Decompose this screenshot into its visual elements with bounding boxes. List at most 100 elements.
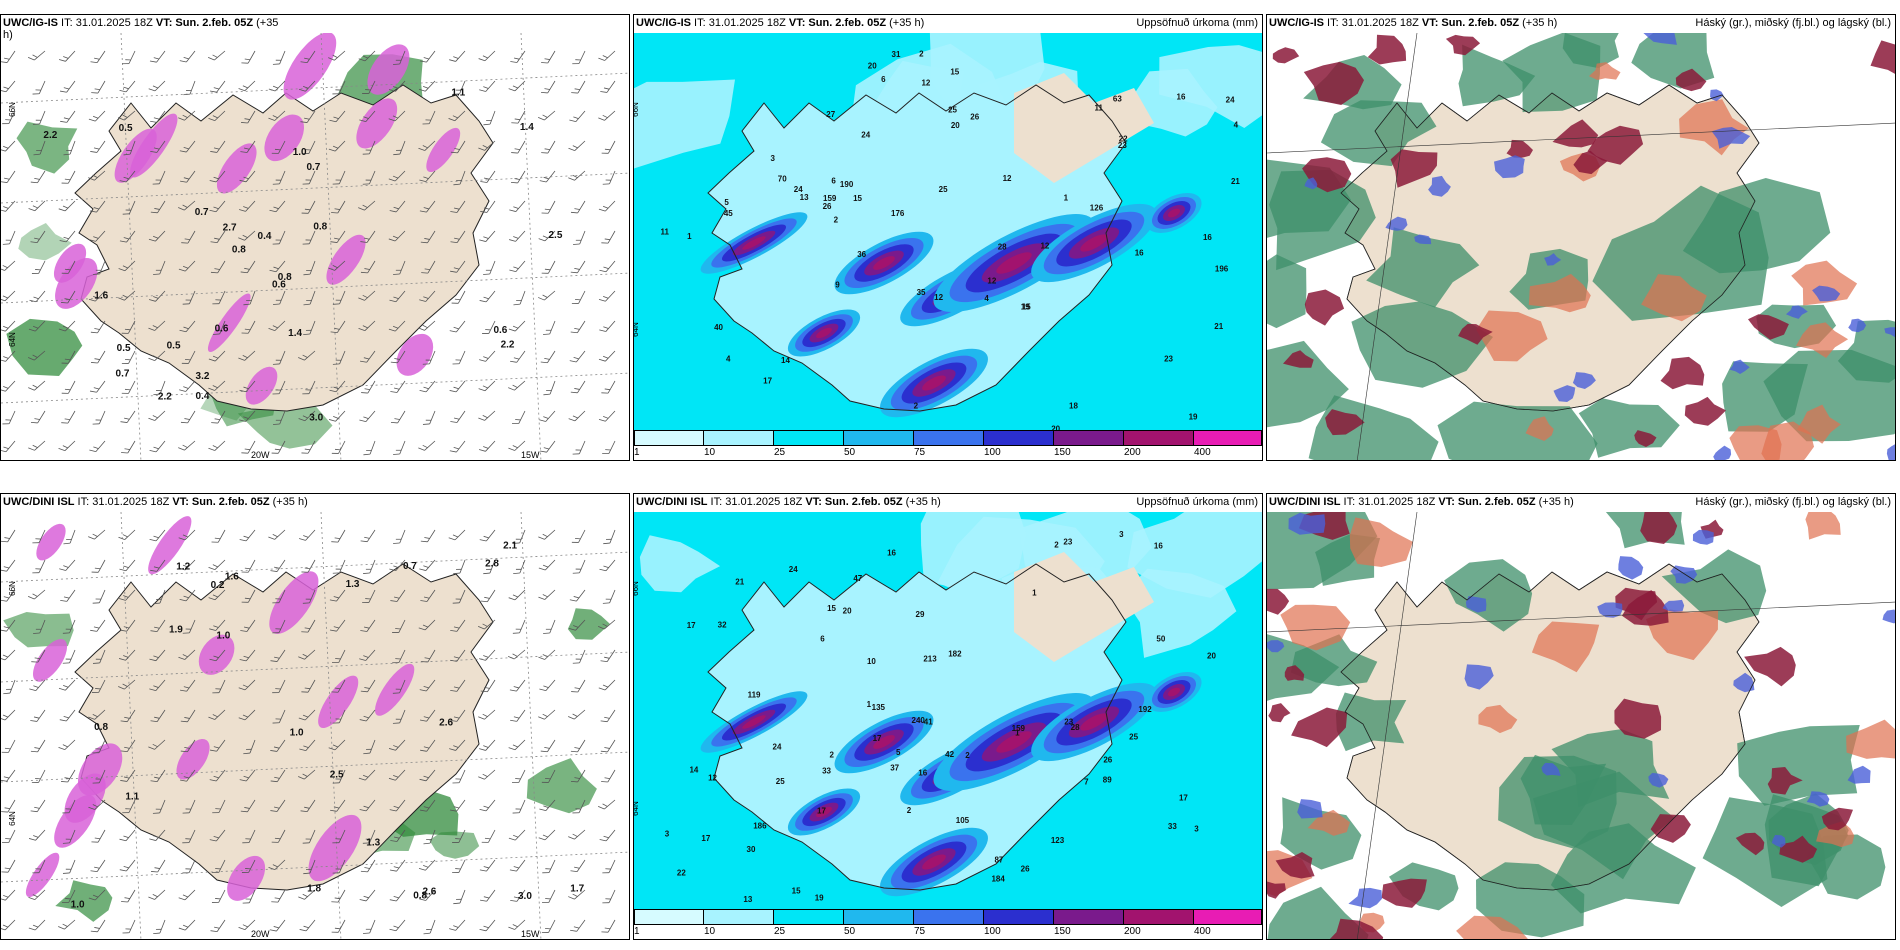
wind-barb xyxy=(178,919,196,931)
precip-value-label: 17 xyxy=(1179,794,1188,803)
wind-barb xyxy=(119,829,136,842)
snow-depth-label: 0.7 xyxy=(306,162,320,173)
precip-value-label: 35 xyxy=(917,288,926,297)
panel-title: UWC/IG-IS IT: 31.01.2025 18Z VT: Sun. 2.… xyxy=(636,17,924,29)
wind-barb xyxy=(148,739,166,750)
wind-barb xyxy=(3,679,16,695)
rain-area xyxy=(6,318,83,376)
wind-barb xyxy=(543,320,556,335)
snow-depth-label: 0.7 xyxy=(195,207,209,218)
wind-barb xyxy=(238,679,256,691)
wind-barb xyxy=(601,769,616,783)
wind-barb xyxy=(58,739,76,750)
precip-value-label: 2 xyxy=(907,806,912,815)
wind-barb xyxy=(483,110,496,126)
wind-barb xyxy=(478,410,496,421)
precip-value-label: 25 xyxy=(948,105,957,114)
precip-value-label: 24 xyxy=(1226,96,1235,105)
wind-barb xyxy=(389,559,406,571)
wind-barb xyxy=(571,679,586,693)
precip-value-label: 186 xyxy=(753,821,767,830)
wind-barb xyxy=(118,649,136,661)
wind-barb xyxy=(180,709,196,723)
wind-barb xyxy=(508,440,526,451)
heavy-precip-area xyxy=(996,731,1032,753)
wind-barb xyxy=(29,290,46,303)
wind-barb xyxy=(62,859,76,874)
wind-barb xyxy=(241,440,256,454)
wind-barb xyxy=(450,200,466,213)
low-cloud-area xyxy=(1806,791,1830,807)
wind-barb xyxy=(150,140,166,153)
colorbar-swatch xyxy=(1054,430,1124,446)
low-cloud-area xyxy=(1297,799,1323,819)
wind-barb xyxy=(239,170,256,183)
rain-area xyxy=(567,608,610,640)
precip-value-label: 19 xyxy=(1189,413,1198,422)
colorbar-swatch xyxy=(844,430,914,446)
precip-colorbar: 1 10 25 50 75 100 150 200 400 xyxy=(634,430,1262,460)
snow-depth-label: 0.7 xyxy=(116,369,130,380)
wind-barb xyxy=(480,679,496,693)
wind-barb xyxy=(149,679,166,691)
snow-depth-label: 1.1 xyxy=(125,792,139,803)
high-cloud-area xyxy=(1640,512,1678,544)
low-cloud-area xyxy=(1597,602,1623,618)
wind-barb xyxy=(572,440,586,455)
mid-cloud-area xyxy=(1267,254,1307,329)
wind-barb xyxy=(209,769,226,782)
wind-barb xyxy=(483,260,496,275)
high-cloud-area xyxy=(1735,832,1765,856)
wind-barb xyxy=(421,260,436,274)
wind-barb xyxy=(179,589,196,602)
wind-barb xyxy=(1,589,16,602)
colorbar-swatch xyxy=(984,430,1054,446)
cloud-overlap-area xyxy=(1805,512,1841,540)
wind-barb xyxy=(30,709,46,722)
init-time: IT: 31.01.2025 18Z xyxy=(691,17,789,29)
wind-barb xyxy=(298,889,316,900)
wind-barb xyxy=(28,200,46,212)
low-cloud-area xyxy=(1572,372,1596,389)
wind-barb xyxy=(32,80,46,95)
precip-value-label: 15 xyxy=(950,68,959,77)
wind-barb xyxy=(360,350,376,363)
wind-barb xyxy=(178,559,196,571)
wind-barb xyxy=(511,110,526,124)
wind-barb xyxy=(121,320,136,334)
precip-value-label: 28 xyxy=(1071,723,1080,732)
snow-area xyxy=(375,663,415,716)
wind-barb xyxy=(598,50,616,61)
precip-value-label: 20 xyxy=(951,121,960,130)
wind-barb xyxy=(272,679,286,694)
high-cloud-area xyxy=(1748,314,1789,340)
low-cloud-area xyxy=(1848,318,1867,333)
precip-value-label: 16 xyxy=(1154,542,1163,551)
snow-area xyxy=(426,127,461,173)
wind-barb xyxy=(89,230,106,242)
low-cloud-area xyxy=(1733,672,1755,693)
wind-barb xyxy=(450,260,466,273)
wind-barb xyxy=(59,230,76,243)
wind-barb xyxy=(60,589,76,602)
wind-barb xyxy=(27,50,46,61)
precip-value-label: 24 xyxy=(861,130,870,139)
wind-barb xyxy=(268,859,286,871)
wind-barb xyxy=(212,320,226,335)
wind-barb xyxy=(332,649,346,663)
wind-barb xyxy=(30,799,46,813)
wind-barb xyxy=(422,350,436,365)
precip-value-label: 25 xyxy=(776,777,785,786)
wind-barb xyxy=(88,170,106,181)
wind-barb xyxy=(392,619,406,633)
snow-depth-label: 0.8 xyxy=(94,722,108,733)
snow-depth-label: 0.7 xyxy=(403,561,417,572)
wind-barb xyxy=(182,619,196,634)
precip-value-label: 26 xyxy=(970,112,979,121)
low-cloud-area xyxy=(1847,765,1871,784)
low-cloud-area xyxy=(1670,565,1698,584)
low-cloud-area xyxy=(1553,385,1576,402)
wind-barb xyxy=(481,829,496,843)
wind-barb xyxy=(570,260,586,274)
wind-barb xyxy=(541,50,556,64)
